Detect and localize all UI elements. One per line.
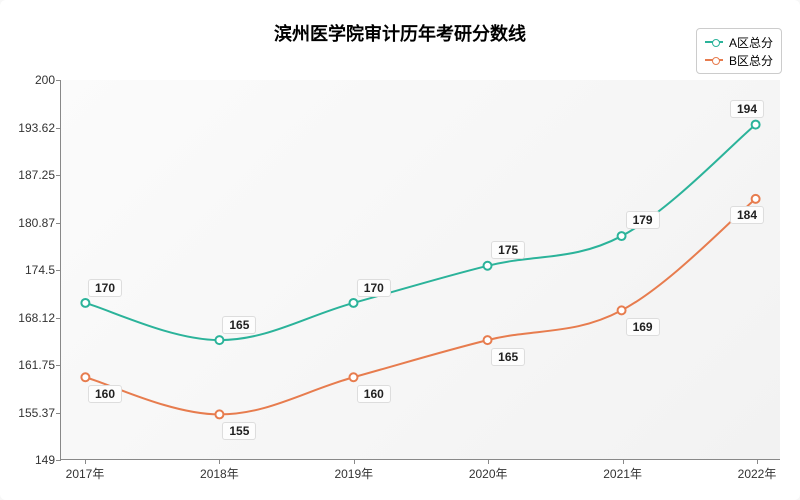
data-point bbox=[484, 262, 492, 270]
data-point bbox=[215, 336, 223, 344]
value-label: 184 bbox=[730, 206, 764, 224]
data-point bbox=[484, 336, 492, 344]
y-tick bbox=[56, 365, 61, 366]
y-tick-label: 180.87 bbox=[18, 216, 55, 230]
y-tick-label: 161.75 bbox=[18, 358, 55, 372]
data-point bbox=[618, 306, 626, 314]
legend-swatch-a bbox=[705, 41, 723, 43]
y-tick-label: 168.12 bbox=[18, 311, 55, 325]
value-label: 175 bbox=[491, 241, 525, 259]
value-label: 179 bbox=[626, 211, 660, 229]
y-tick bbox=[56, 460, 61, 461]
value-label: 165 bbox=[491, 348, 525, 366]
y-tick-label: 155.37 bbox=[18, 406, 55, 420]
y-tick-label: 193.62 bbox=[18, 121, 55, 135]
legend-item-b: B区总分 bbox=[705, 51, 773, 69]
value-label: 160 bbox=[357, 385, 391, 403]
legend-label-b: B区总分 bbox=[729, 52, 773, 69]
x-tick-label: 2017年 bbox=[66, 465, 105, 482]
series-line bbox=[85, 199, 755, 415]
x-tick-label: 2020年 bbox=[469, 465, 508, 482]
x-tick-label: 2018年 bbox=[200, 465, 239, 482]
chart-container: 滨州医学院审计历年考研分数线 A区总分 B区总分 149155.37161.75… bbox=[0, 0, 800, 500]
chart-title: 滨州医学院审计历年考研分数线 bbox=[0, 20, 800, 46]
value-label: 170 bbox=[357, 279, 391, 297]
x-tick bbox=[85, 459, 86, 464]
legend: A区总分 B区总分 bbox=[696, 28, 782, 74]
x-tick bbox=[623, 459, 624, 464]
value-label: 155 bbox=[222, 422, 256, 440]
plot-area: 149155.37161.75168.12174.5180.87187.2519… bbox=[60, 80, 780, 460]
legend-label-a: A区总分 bbox=[729, 34, 773, 51]
data-point bbox=[752, 195, 760, 203]
x-tick bbox=[219, 459, 220, 464]
y-tick-label: 200 bbox=[35, 73, 55, 87]
y-tick bbox=[56, 318, 61, 319]
data-point bbox=[349, 299, 357, 307]
value-label: 170 bbox=[88, 279, 122, 297]
series-line bbox=[85, 125, 755, 341]
x-tick bbox=[488, 459, 489, 464]
x-tick-label: 2022年 bbox=[738, 465, 777, 482]
data-point bbox=[215, 410, 223, 418]
y-tick bbox=[56, 80, 61, 81]
y-tick bbox=[56, 270, 61, 271]
value-label: 194 bbox=[730, 100, 764, 118]
data-point bbox=[81, 299, 89, 307]
value-label: 160 bbox=[88, 385, 122, 403]
y-tick-label: 174.5 bbox=[25, 263, 55, 277]
y-tick bbox=[56, 175, 61, 176]
value-label: 169 bbox=[626, 318, 660, 336]
data-point bbox=[618, 232, 626, 240]
y-tick-label: 187.25 bbox=[18, 168, 55, 182]
lines-svg bbox=[61, 80, 780, 459]
y-tick bbox=[56, 223, 61, 224]
y-tick-label: 149 bbox=[35, 453, 55, 467]
y-tick bbox=[56, 413, 61, 414]
data-point bbox=[349, 373, 357, 381]
x-tick bbox=[757, 459, 758, 464]
legend-item-a: A区总分 bbox=[705, 33, 773, 51]
y-tick bbox=[56, 128, 61, 129]
value-label: 165 bbox=[222, 316, 256, 334]
x-tick bbox=[354, 459, 355, 464]
x-tick-label: 2019年 bbox=[334, 465, 373, 482]
x-tick-label: 2021年 bbox=[603, 465, 642, 482]
data-point bbox=[81, 373, 89, 381]
legend-swatch-b bbox=[705, 59, 723, 61]
data-point bbox=[752, 121, 760, 129]
